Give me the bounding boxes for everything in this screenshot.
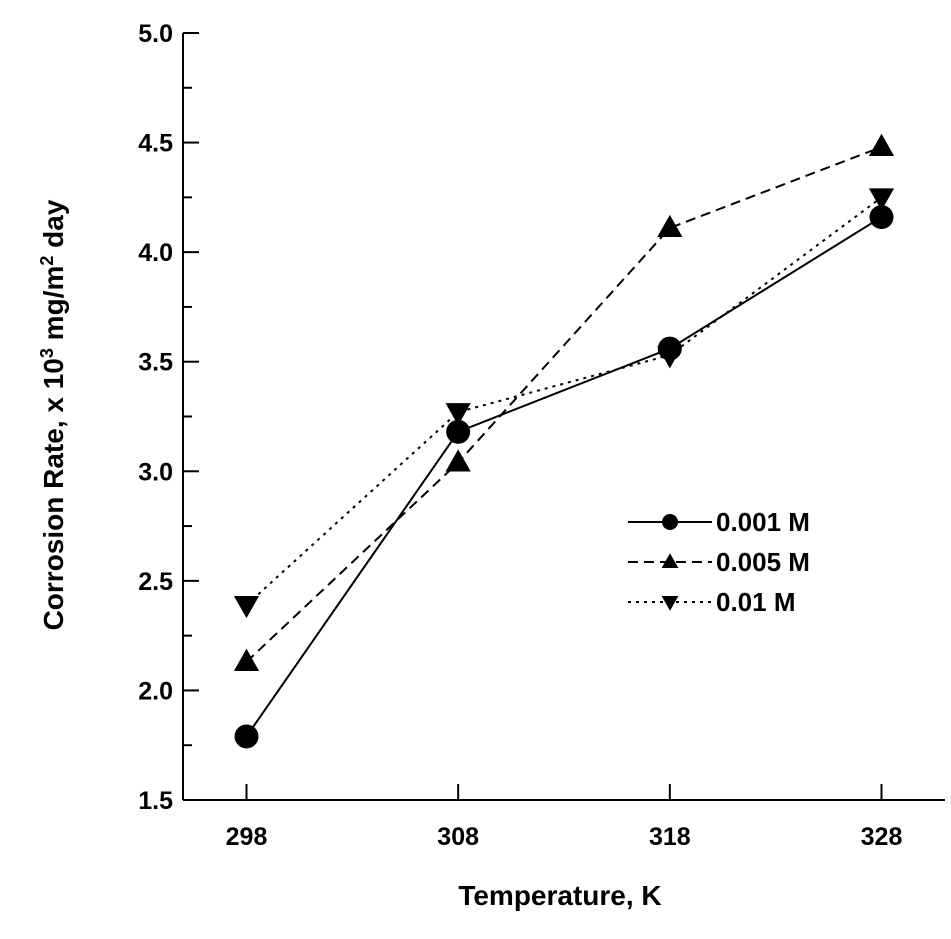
- data-point: [234, 724, 259, 749]
- legend-entry: 0.005 M: [628, 547, 810, 577]
- y-tick-label: 2.0: [138, 677, 173, 705]
- y-tick-label: 4.0: [138, 239, 173, 267]
- legend-entry: 0.001 M: [628, 507, 810, 537]
- series-2: [233, 133, 895, 671]
- series-3: [233, 188, 895, 619]
- x-tick-label: 298: [226, 823, 268, 851]
- legend-entry: 0.01 M: [628, 587, 796, 617]
- y-tick-label: 4.5: [138, 130, 173, 158]
- x-axis-ticks: 298 308 318 328: [226, 784, 903, 851]
- legend-label: 0.001 M: [716, 507, 810, 537]
- series-line: [245, 196, 883, 606]
- legend-label: 0.005 M: [716, 547, 810, 577]
- series-1: [234, 205, 894, 749]
- y-tick-label: 1.5: [138, 787, 173, 815]
- x-axis-title: Temperature, K: [458, 880, 661, 911]
- x-tick-label: 318: [649, 823, 691, 851]
- data-point: [657, 214, 683, 238]
- data-point: [657, 346, 683, 369]
- series-layer: [233, 133, 895, 749]
- y-axis-title: Corrosion Rate, x 103 mg/m2 day: [37, 199, 69, 630]
- series-line: [245, 216, 883, 737]
- x-tick-label: 308: [437, 823, 479, 851]
- legend-marker: [661, 596, 679, 611]
- series-line: [245, 146, 882, 663]
- legend: 0.001 M 0.005 M 0.01 M: [628, 507, 810, 617]
- y-axis-title-prefix: Corrosion Rate, x 10: [38, 358, 69, 630]
- legend-marker: [662, 514, 678, 530]
- y-axis-title-suffix: day: [38, 199, 69, 255]
- axes: [182, 33, 945, 801]
- data-point: [869, 205, 894, 230]
- y-axis-title-sup2: 2: [37, 256, 57, 266]
- y-axis-title-mid: mg/m: [38, 266, 69, 348]
- data-point: [868, 188, 895, 211]
- data-point: [446, 419, 471, 444]
- y-tick-label: 3.5: [138, 349, 173, 377]
- y-tick-label: 5.0: [138, 20, 173, 48]
- y-tick-label: 2.5: [138, 568, 173, 596]
- y-axis-ticks: 1.5 2.0 2.5 3.0 3.5 4.0 4.5 5.0: [138, 20, 199, 815]
- y-tick-label: 3.0: [138, 458, 173, 486]
- data-point: [868, 133, 895, 156]
- y-axis-title-sup1: 3: [37, 348, 57, 358]
- legend-marker: [661, 553, 679, 568]
- data-point: [233, 648, 260, 671]
- x-tick-label: 328: [861, 823, 903, 851]
- data-point: [445, 403, 471, 426]
- legend-label: 0.01 M: [716, 587, 796, 617]
- data-point: [233, 595, 260, 619]
- data-point: [445, 449, 471, 472]
